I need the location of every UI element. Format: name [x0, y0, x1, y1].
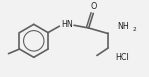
Text: HN: HN [61, 20, 73, 29]
Text: O: O [91, 2, 97, 11]
Text: 2: 2 [133, 27, 136, 32]
Text: NH: NH [117, 22, 129, 31]
Text: HCl: HCl [115, 53, 129, 62]
